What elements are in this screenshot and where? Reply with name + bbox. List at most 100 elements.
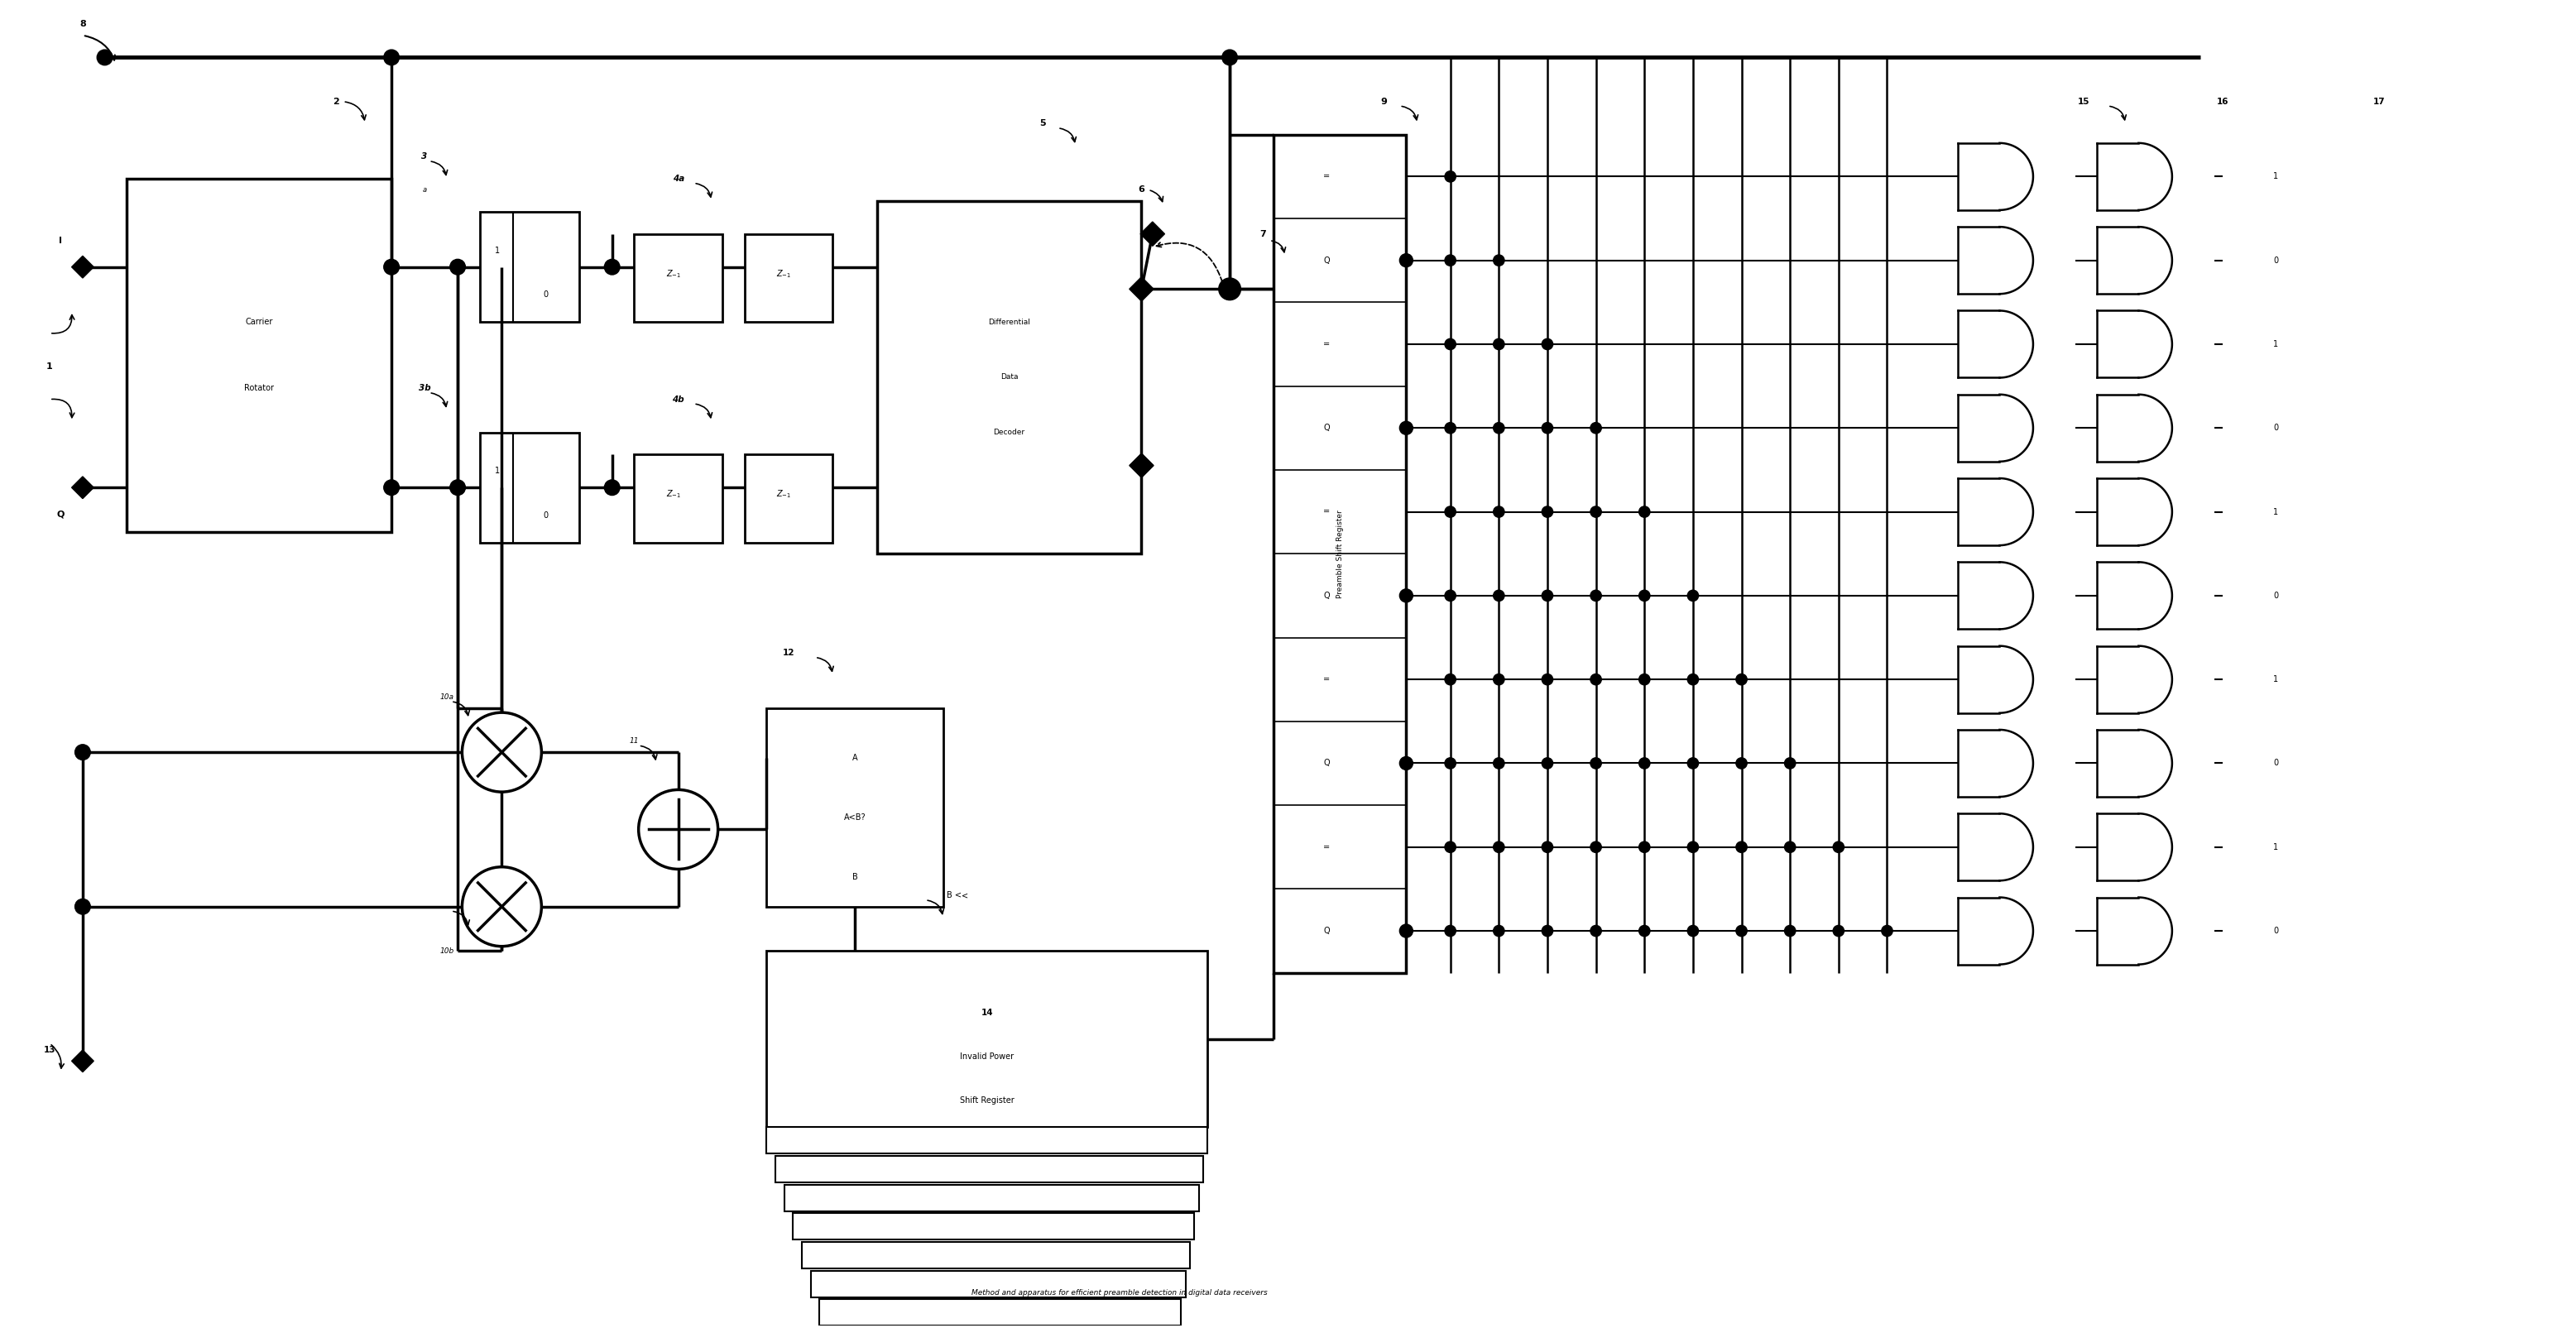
Text: Q: Q [1324,591,1329,600]
Text: Invalid Power: Invalid Power [961,1053,1015,1061]
Text: 17: 17 [2372,97,2385,106]
Circle shape [451,479,466,495]
Circle shape [1589,673,1602,685]
Text: Carrier: Carrier [245,317,273,327]
Text: $Z_{-1}$: $Z_{-1}$ [667,268,683,279]
Circle shape [1445,758,1455,769]
Circle shape [1399,254,1412,267]
Text: $Z_{-1}$: $Z_{-1}$ [775,489,791,499]
Circle shape [1880,926,1893,936]
Text: 12: 12 [783,649,793,657]
Circle shape [1494,422,1504,433]
Circle shape [1221,49,1236,65]
Text: $Z_{-1}$: $Z_{-1}$ [775,268,791,279]
Bar [1275,134,1406,973]
Circle shape [461,867,541,947]
Text: 0: 0 [2272,760,2277,768]
Circle shape [1589,926,1602,936]
Circle shape [1494,758,1504,769]
Circle shape [98,49,113,65]
Text: 3: 3 [422,153,428,161]
Circle shape [1543,422,1553,433]
Text: Rotator: Rotator [245,384,273,393]
Circle shape [1494,590,1504,602]
Circle shape [1543,842,1553,853]
Circle shape [384,49,399,65]
Bar [768,951,1208,1127]
Text: Q: Q [1324,424,1329,432]
Text: 1: 1 [495,246,500,255]
Text: =: = [1324,676,1329,684]
Circle shape [1399,924,1412,938]
Polygon shape [72,477,93,498]
Bar [801,1242,1190,1268]
Text: 10a: 10a [440,693,453,701]
Text: =: = [1324,340,1329,348]
Circle shape [451,481,464,494]
Circle shape [1445,255,1455,266]
Circle shape [605,259,621,275]
Text: 4b: 4b [672,396,685,404]
Bar [819,1299,1182,1325]
Text: A: A [853,753,858,762]
Text: 3b: 3b [417,384,430,393]
Bar [768,708,943,907]
Circle shape [1399,757,1412,770]
Circle shape [1687,673,1698,685]
Polygon shape [1141,222,1164,246]
Circle shape [75,745,90,760]
Circle shape [1494,673,1504,685]
Circle shape [1218,278,1242,300]
Text: Preamble Shift Register: Preamble Shift Register [1337,510,1345,598]
Text: A<B?: A<B? [845,813,866,822]
Circle shape [639,790,719,869]
Circle shape [1687,842,1698,853]
Circle shape [1687,758,1698,769]
Polygon shape [1128,278,1154,301]
Text: 1: 1 [495,467,500,475]
Text: 0: 0 [2272,591,2277,600]
Text: $Z_{-1}$: $Z_{-1}$ [667,489,683,499]
Circle shape [1785,758,1795,769]
Circle shape [1445,339,1455,349]
Text: 1: 1 [2272,173,2277,181]
Circle shape [1494,842,1504,853]
Circle shape [1834,842,1844,853]
Bar [876,201,1141,554]
Text: 9: 9 [1381,97,1388,106]
Text: 1: 1 [2272,507,2277,517]
Text: 0: 0 [2272,256,2277,264]
Circle shape [1543,758,1553,769]
Circle shape [1589,842,1602,853]
Circle shape [1494,255,1504,266]
Bar [634,454,721,543]
Circle shape [1589,590,1602,602]
Circle shape [461,713,541,791]
Text: B: B [853,872,858,880]
Circle shape [1543,506,1553,518]
Circle shape [384,259,399,275]
Bar [768,1127,1208,1154]
Text: 1: 1 [2272,676,2277,684]
Text: 7: 7 [1260,230,1265,238]
Text: Q: Q [1324,927,1329,935]
Bar [479,212,580,323]
Bar [126,179,392,531]
Bar [793,1214,1195,1239]
Circle shape [384,479,399,495]
Circle shape [1445,422,1455,433]
Circle shape [1638,506,1651,518]
Text: Q: Q [57,510,64,518]
Text: 10b: 10b [440,947,453,955]
Text: <: < [961,891,969,900]
Circle shape [1736,673,1747,685]
Text: Q: Q [1324,256,1329,264]
Circle shape [1736,758,1747,769]
Circle shape [1638,673,1651,685]
Circle shape [1445,926,1455,936]
Text: =: = [1324,843,1329,851]
Circle shape [75,899,90,915]
Bar [634,234,721,323]
Text: 16: 16 [2215,97,2228,106]
Circle shape [1638,926,1651,936]
